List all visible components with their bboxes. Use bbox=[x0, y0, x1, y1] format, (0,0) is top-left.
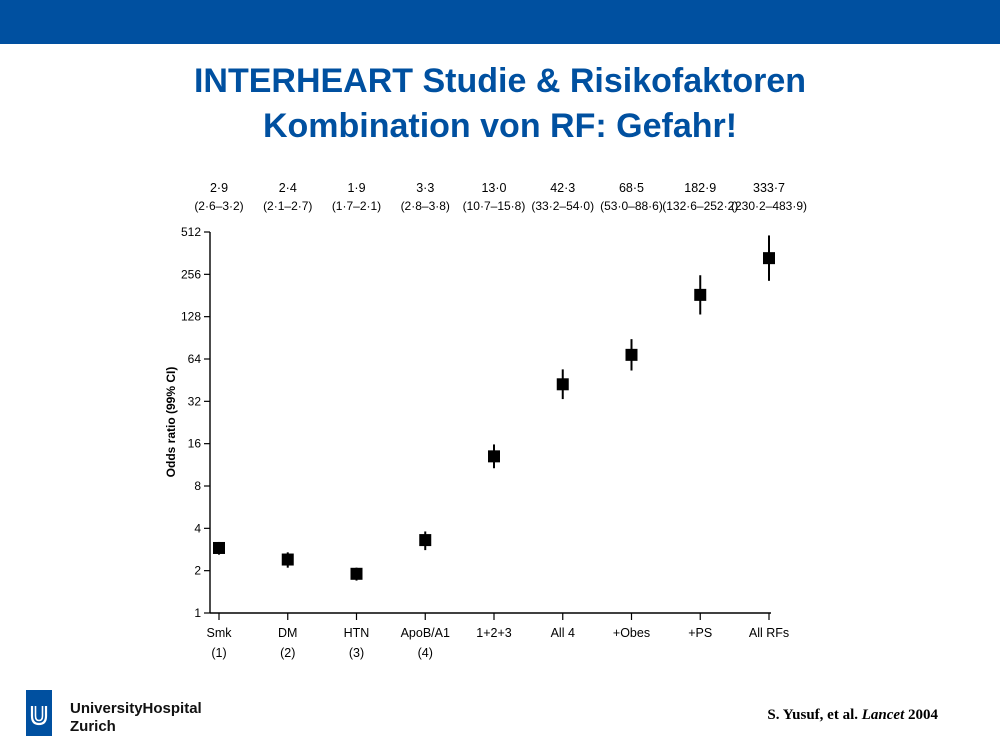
data-point bbox=[419, 534, 432, 547]
data-point bbox=[213, 541, 225, 554]
value-label: 42·3 bbox=[550, 181, 575, 195]
x-tick-sublabel: (2) bbox=[280, 646, 295, 660]
slide-title-line1: INTERHEART Studie & Risikofaktoren bbox=[193, 62, 807, 100]
ci-label: (53·0–88·6) bbox=[600, 199, 663, 213]
x-tick-sublabel: (4) bbox=[418, 646, 433, 660]
ci-label: (2·8–3·8) bbox=[401, 199, 450, 213]
value-label: 2·9 bbox=[210, 181, 228, 195]
y-tick-label: 2 bbox=[194, 564, 201, 578]
data-point bbox=[625, 348, 638, 361]
data-point bbox=[694, 288, 707, 301]
y-tick-label: 1 bbox=[194, 606, 201, 620]
y-tick-label: 32 bbox=[188, 394, 202, 408]
ci-label: (1·7–2·1) bbox=[332, 199, 381, 213]
value-label: 2·4 bbox=[279, 181, 297, 195]
institution-city: Zurich bbox=[70, 718, 116, 735]
x-tick-sublabel: (1) bbox=[211, 646, 226, 660]
y-tick-label: 128 bbox=[181, 310, 201, 324]
value-label: 13·0 bbox=[481, 181, 506, 195]
x-tick-sublabel: (3) bbox=[349, 646, 364, 660]
x-tick-label: Smk bbox=[207, 626, 233, 640]
value-label: 3·3 bbox=[416, 181, 434, 195]
y-tick-label: 8 bbox=[194, 479, 201, 493]
y-tick-label: 4 bbox=[194, 521, 201, 535]
x-tick-label: All 4 bbox=[551, 626, 575, 640]
citation-year: 2004 bbox=[904, 707, 938, 723]
citation: S. Yusuf, et al. Lancet 2004 bbox=[767, 707, 938, 724]
x-tick-label: DM bbox=[278, 626, 297, 640]
ci-label: (132·6–252·2) bbox=[662, 199, 738, 213]
x-tick-label: ApoB/A1 bbox=[401, 626, 450, 640]
y-tick-label: 64 bbox=[188, 352, 202, 366]
institution-name: UniversityHospital bbox=[70, 700, 202, 717]
data-point bbox=[488, 450, 500, 463]
ci-label: (2·6–3·2) bbox=[194, 199, 243, 213]
x-tick-label: 1+2+3 bbox=[476, 626, 512, 640]
data-point bbox=[281, 553, 294, 566]
ci-label: (230·2–483·9) bbox=[731, 199, 807, 213]
slide-title-line2: Kombination von RF: Gefahr! bbox=[262, 107, 738, 145]
y-tick-label: 16 bbox=[188, 437, 202, 451]
x-tick-label: +PS bbox=[688, 626, 712, 640]
hospital-logo-icon bbox=[26, 690, 52, 736]
ci-label: (2·1–2·7) bbox=[263, 199, 312, 213]
citation-authors: S. Yusuf, et al. bbox=[767, 707, 862, 723]
x-tick-label: HTN bbox=[344, 626, 370, 640]
data-point bbox=[350, 567, 363, 580]
data-point bbox=[763, 252, 775, 265]
ci-label: (33·2–54·0) bbox=[531, 199, 594, 213]
citation-journal: Lancet bbox=[861, 707, 905, 723]
y-tick-label: 256 bbox=[181, 267, 201, 281]
data-point bbox=[556, 378, 569, 391]
value-label: 333·7 bbox=[753, 181, 785, 195]
odds-ratio-chart: 1 2 4 8 16 32 64 128 256 512 Odds ratio (99% CI) Sm… bbox=[164, 181, 807, 660]
value-label: 182·9 bbox=[684, 181, 716, 195]
ci-label: (10·7–15·8) bbox=[463, 199, 526, 213]
x-tick-label: +Obes bbox=[613, 626, 650, 640]
value-label: 68·5 bbox=[619, 181, 644, 195]
y-axis-label: Odds ratio (99% CI) bbox=[164, 367, 178, 478]
x-tick-label: All RFs bbox=[749, 626, 789, 640]
top-banner bbox=[0, 0, 1000, 44]
value-label: 1·9 bbox=[347, 181, 365, 195]
y-tick-label: 512 bbox=[181, 225, 201, 239]
